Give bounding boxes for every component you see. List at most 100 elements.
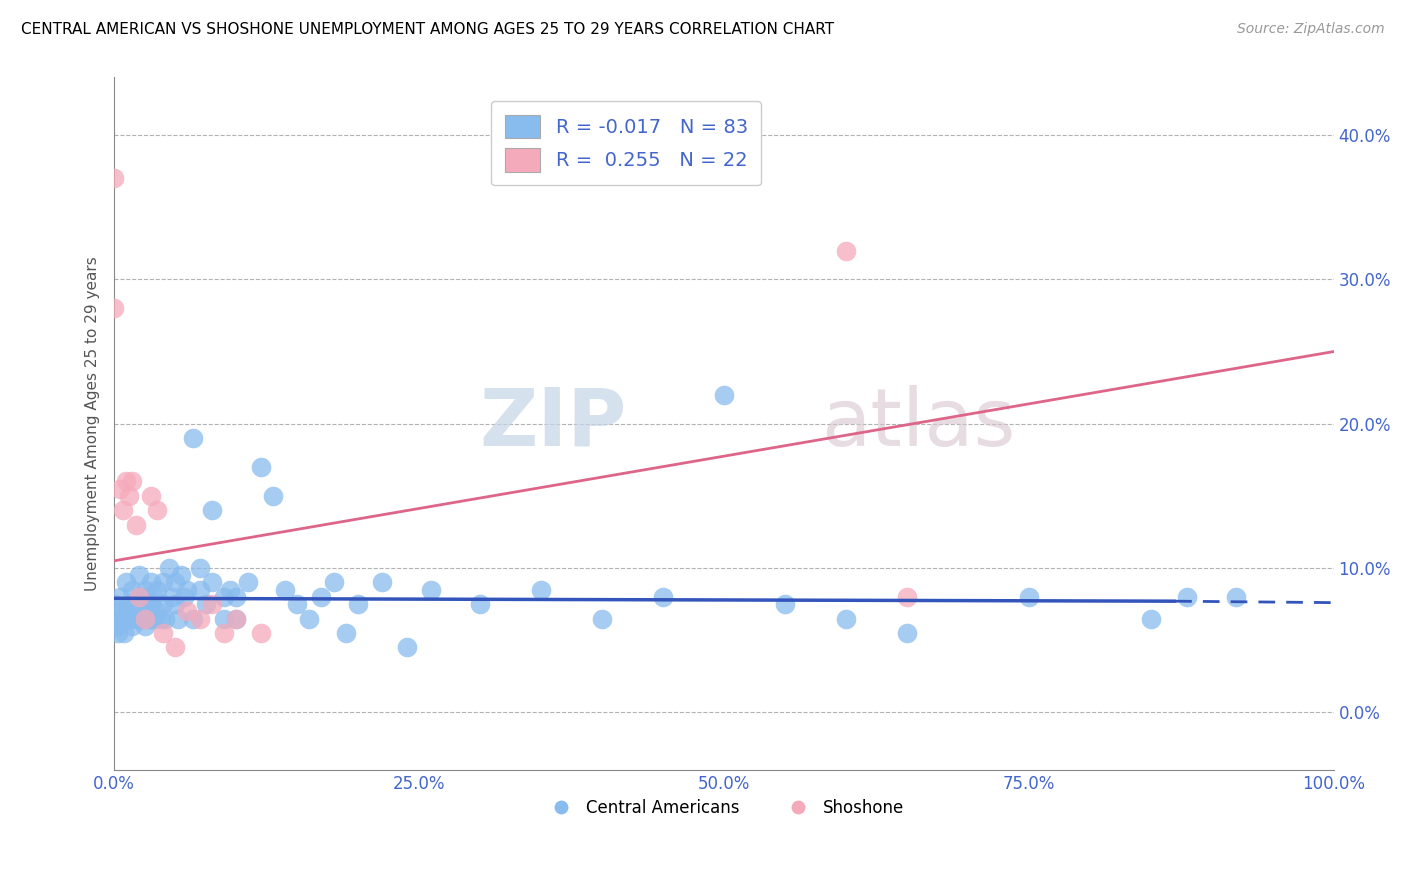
Point [165,640,187,655]
Point [110,482,132,496]
Point [152,597,174,611]
Point [183,431,205,445]
Point [139,597,162,611]
Point [1018,590,1040,604]
Point [146,503,169,517]
Point [103,597,125,611]
Point [115,575,138,590]
Point [212,611,235,625]
Point [298,611,321,625]
Y-axis label: Unemployment Among Ages 25 to 29 years: Unemployment Among Ages 25 to 29 years [86,256,100,591]
Point [139,611,162,625]
Point [591,611,613,625]
Point [146,582,169,597]
Point [219,582,242,597]
Point [160,590,183,604]
Point [896,626,918,640]
Point [110,590,132,604]
Point [238,575,260,590]
Point [225,611,247,625]
Point [835,244,858,258]
Point [1225,590,1247,604]
Point [347,597,370,611]
Point [285,597,308,611]
Point [311,590,333,604]
Point [249,626,271,640]
Point [143,611,166,625]
Point [322,575,344,590]
Point [134,618,156,632]
Point [121,604,143,618]
Point [530,582,553,597]
Point [125,517,148,532]
Point [118,611,141,625]
Point [652,590,675,604]
Point [274,582,297,597]
Point [110,604,132,618]
Legend: Central Americans, Shoshone: Central Americans, Shoshone [537,793,911,824]
Point [115,604,138,618]
Point [118,489,141,503]
Point [773,597,796,611]
Point [262,489,284,503]
Point [165,597,187,611]
Point [188,561,211,575]
Text: ZIP: ZIP [479,384,626,463]
Point [134,582,156,597]
Point [188,582,211,597]
Point [146,604,169,618]
Point [420,582,443,597]
Point [136,590,159,604]
Point [105,618,128,632]
Point [128,611,150,625]
Point [121,582,143,597]
Point [371,575,394,590]
Point [107,626,129,640]
Text: atlas: atlas [821,384,1017,463]
Point [103,611,125,625]
Point [155,611,177,625]
Point [201,503,224,517]
Point [225,611,247,625]
Point [152,626,174,640]
Point [118,597,141,611]
Point [1175,590,1198,604]
Point [134,611,156,625]
Point [176,604,198,618]
Point [173,590,195,604]
Point [194,597,217,611]
Point [142,590,165,604]
Point [111,611,134,625]
Point [139,489,162,503]
Point [201,575,224,590]
Point [165,575,187,590]
Point [134,597,156,611]
Point [212,590,235,604]
Point [112,626,135,640]
Point [121,475,143,489]
Point [152,575,174,590]
Point [335,626,357,640]
Point [896,590,918,604]
Point [129,597,152,611]
Point [125,611,148,625]
Point [212,626,235,640]
Point [835,611,858,625]
Point [170,568,193,582]
Point [157,561,180,575]
Point [201,597,224,611]
Point [111,503,134,517]
Point [149,611,172,625]
Point [468,597,491,611]
Point [138,611,160,625]
Point [128,590,150,604]
Point [139,575,162,590]
Point [176,582,198,597]
Point [188,611,211,625]
Point [115,475,138,489]
Point [128,568,150,582]
Text: Source: ZipAtlas.com: Source: ZipAtlas.com [1237,22,1385,37]
Point [1139,611,1161,625]
Point [128,590,150,604]
Point [166,611,188,625]
